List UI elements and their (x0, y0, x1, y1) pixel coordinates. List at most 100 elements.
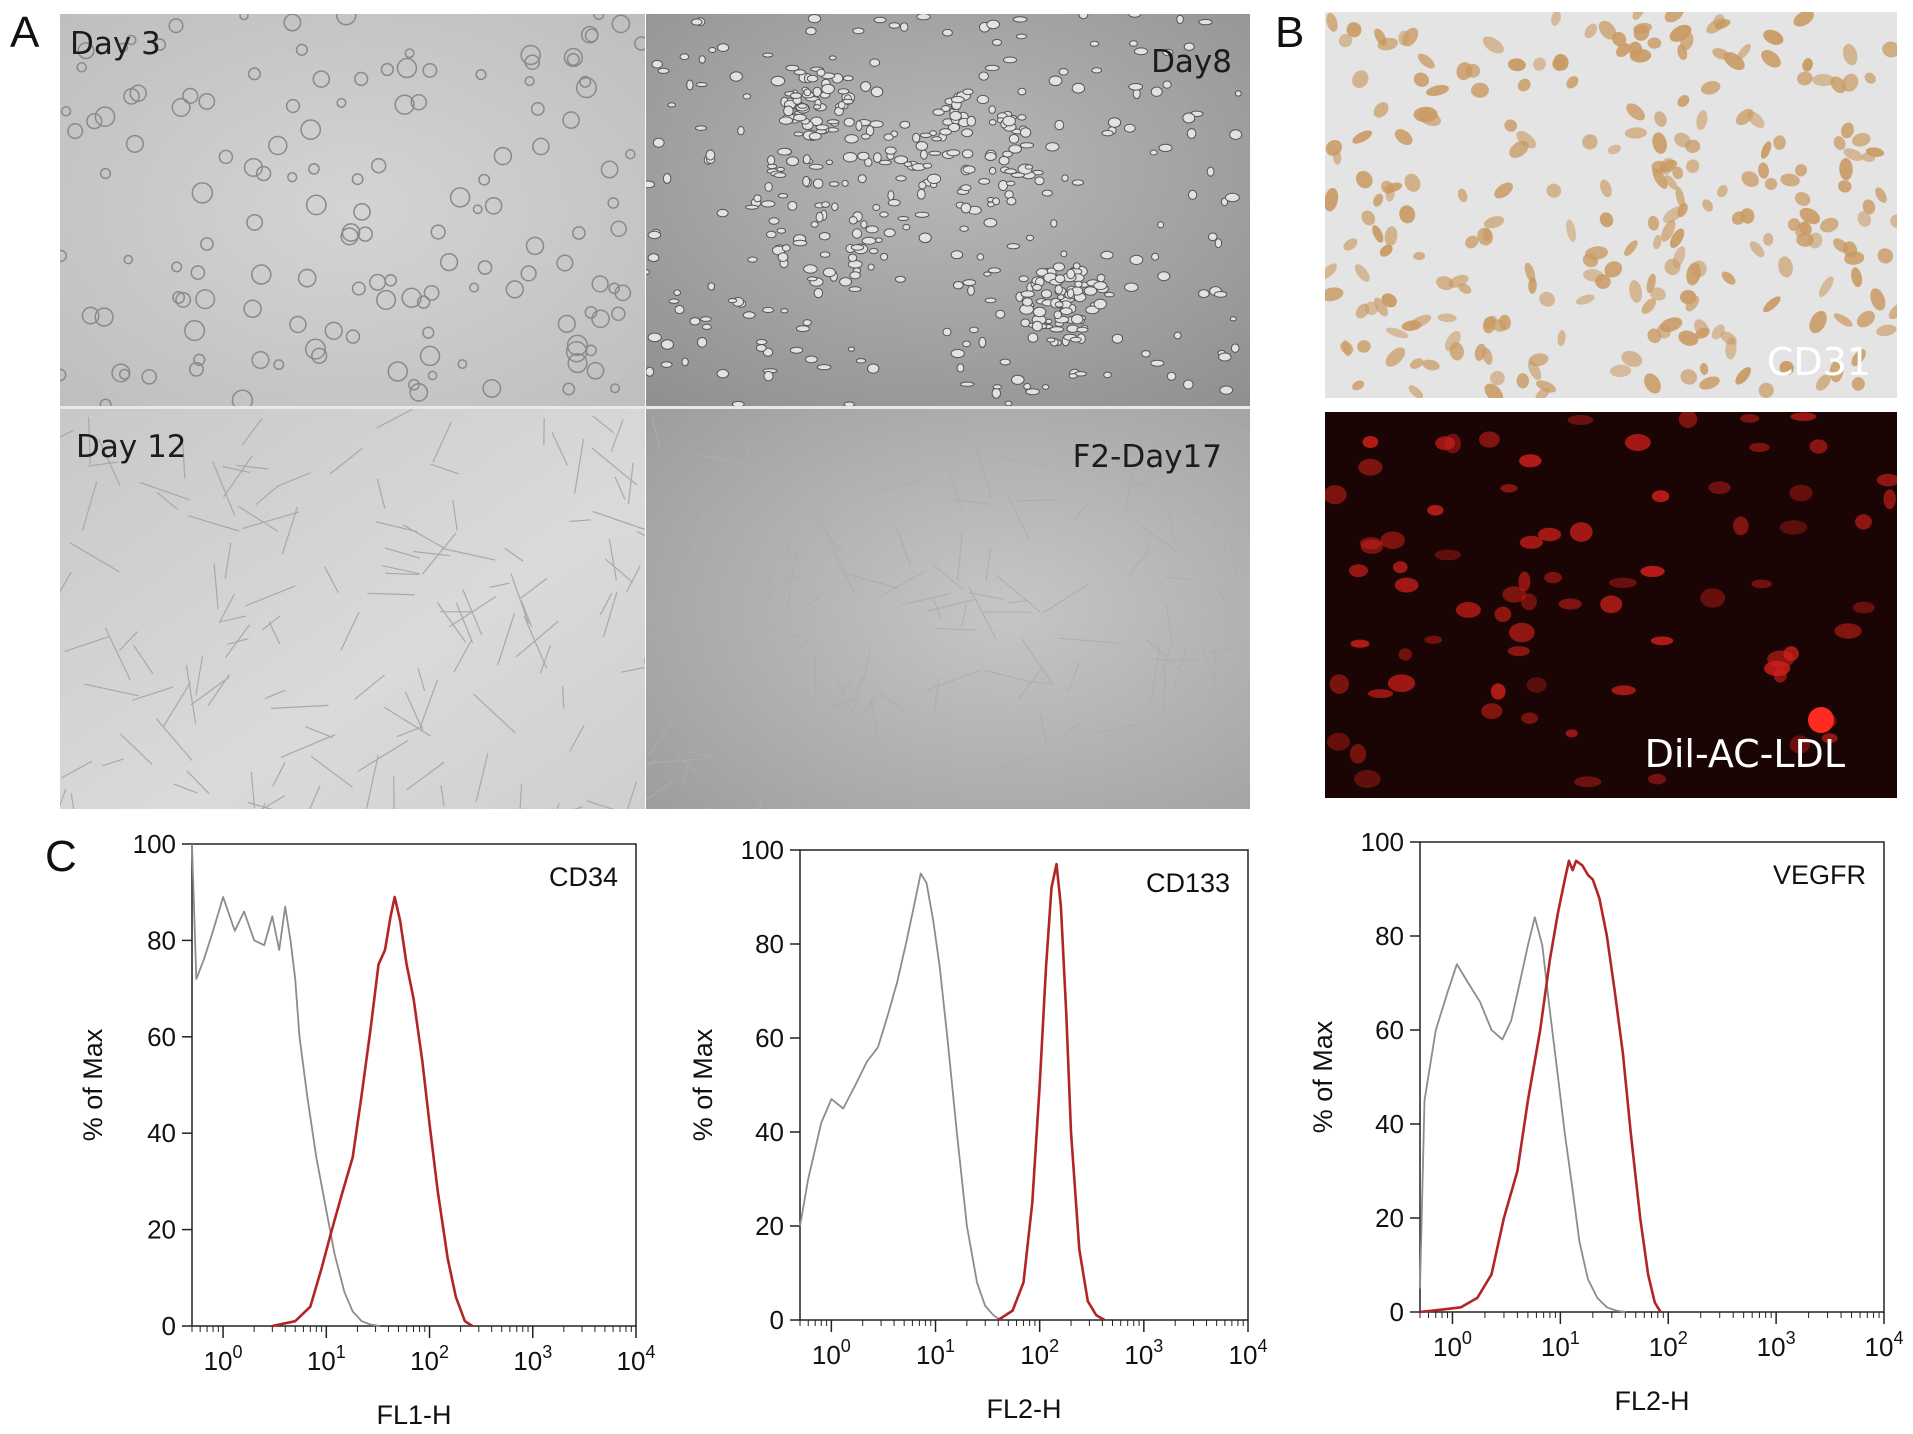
cell (1141, 350, 1151, 358)
stained-cell (1717, 184, 1728, 198)
stained-cell (1504, 119, 1518, 132)
cell (171, 97, 191, 117)
cell (667, 102, 677, 108)
cell (949, 110, 962, 121)
cell (195, 289, 216, 310)
cell (407, 378, 420, 391)
stained-cell (1516, 131, 1537, 149)
cell (918, 181, 927, 190)
stained-cell (1740, 208, 1755, 224)
stained-cell (1876, 324, 1897, 337)
cell-outline (827, 540, 855, 593)
cell-outline (1126, 471, 1176, 489)
stained-cell (1490, 370, 1505, 386)
stained-cell (1357, 340, 1371, 353)
cell (662, 173, 672, 184)
fluorescent-cell (1779, 520, 1808, 535)
cell (505, 280, 524, 299)
cell (246, 213, 264, 231)
cell (837, 101, 846, 110)
micrograph-f2-day-17: F2-Day17 (646, 409, 1250, 809)
stained-cell (1352, 130, 1373, 144)
cell (764, 182, 773, 192)
cell-outline (241, 418, 263, 446)
cell (806, 74, 819, 83)
stained-cell (1678, 330, 1699, 346)
cell (826, 119, 840, 125)
cell (1041, 189, 1053, 197)
cell (843, 117, 855, 127)
stained-cell (1654, 111, 1667, 127)
cell (1015, 33, 1028, 40)
cell (950, 348, 965, 359)
tile-label: F2-Day17 (1072, 439, 1222, 475)
cell (766, 230, 777, 239)
cell (520, 44, 541, 66)
y-tick-label: 0 (770, 1305, 784, 1335)
stained-cell (1851, 267, 1863, 288)
cell (987, 201, 995, 208)
cell (978, 178, 991, 185)
cell (961, 149, 974, 159)
x-tick-label: 103 (513, 1342, 552, 1376)
cell-outline (649, 757, 709, 764)
stained-cell (1418, 110, 1441, 127)
cell-outline (309, 785, 321, 809)
cell (586, 361, 605, 380)
cell (816, 364, 832, 371)
cell-outline (131, 686, 174, 701)
cell-outline (1212, 580, 1231, 611)
fluorescent-cell (1362, 436, 1379, 448)
cell (123, 88, 140, 105)
cell-outline (1166, 500, 1176, 545)
fluorescent-cell (1507, 646, 1530, 657)
cell (813, 104, 822, 110)
cell-outline (626, 781, 638, 809)
fluorescent-cell (1394, 577, 1419, 593)
stained-cell (1373, 102, 1389, 118)
cell-outline (376, 478, 386, 509)
cell (742, 93, 752, 100)
stained-cell (1778, 256, 1793, 278)
cell (423, 284, 440, 301)
cell-outline (1068, 662, 1080, 692)
cell-outline (790, 799, 798, 809)
stained-cell (1352, 380, 1365, 391)
cell (1111, 333, 1124, 344)
cell (1006, 197, 1017, 206)
stained-cell (1340, 341, 1354, 355)
cell (875, 237, 883, 243)
cell-outline (961, 604, 967, 626)
y-tick-label: 60 (755, 1023, 784, 1053)
cell (1049, 326, 1065, 333)
cell-outline (562, 686, 565, 709)
stained-cell (1624, 127, 1647, 139)
cell (1046, 337, 1056, 343)
stained-cell (1484, 383, 1504, 398)
cell-outline (516, 620, 559, 658)
cell (94, 307, 114, 327)
cell-outline (999, 754, 1040, 771)
cell-outline (261, 795, 286, 809)
cell (335, 14, 357, 26)
cell (805, 355, 818, 364)
cell (812, 86, 822, 98)
cell-outline (357, 739, 409, 772)
cell (646, 366, 655, 377)
dil-ac-ldl-picture (1325, 412, 1897, 798)
isotype-control-curve (799, 872, 1001, 1321)
stained-cell (1445, 331, 1461, 352)
stained-cell (1629, 48, 1652, 63)
cell-outline (818, 794, 830, 809)
cell-outline (223, 455, 253, 498)
cell (1032, 306, 1047, 318)
y-axis-label: % of Max (78, 1028, 108, 1141)
cell (351, 173, 364, 186)
cell-outline (421, 532, 457, 575)
fluorescent-cell (1360, 539, 1384, 554)
cell (939, 128, 952, 136)
cell (239, 14, 249, 21)
cell (1206, 166, 1215, 177)
stained-cell (1494, 182, 1513, 199)
cell (401, 287, 422, 308)
